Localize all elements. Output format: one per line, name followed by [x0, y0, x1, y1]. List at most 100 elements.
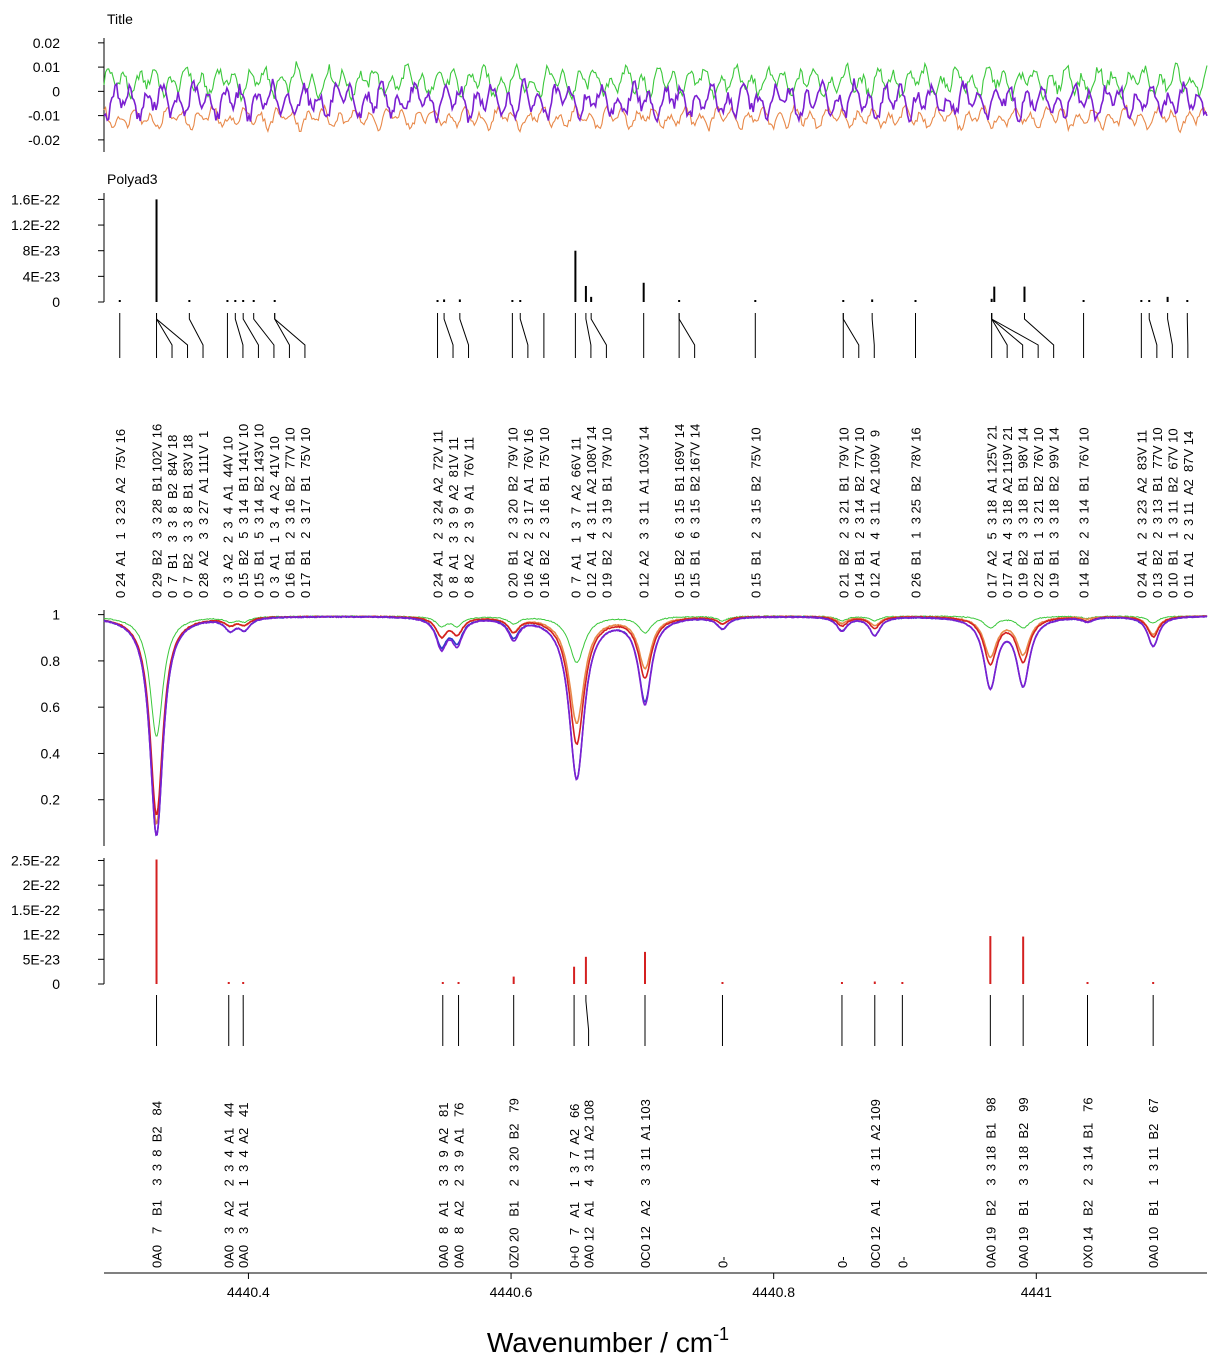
polyad3-assignment-label: 0 10 B1 1 3 11 B2 67V 10 — [1165, 428, 1180, 598]
polyad3-assignment-label: 0 20 B1 2 3 20 B2 79V 10 — [505, 427, 520, 598]
assignments-assignment-label: 0A0 19 B2 3 3 18 B1 98 — [983, 1097, 998, 1268]
assignment-stick-panel: 2.5E-22 2E-22 1.5E-22 1E-22 5E-23 0 — [11, 852, 1155, 992]
x-axis-title: Wavenumber / cm-1 — [487, 1324, 729, 1358]
x-tick-label: 4440.8 — [752, 1284, 795, 1300]
polyad3-assignment-label: 0 19 B2 2 3 19 B1 79V 10 — [599, 427, 614, 598]
residuals-y-tick-label: -0.01 — [28, 108, 60, 124]
polyad3-assignment-labels: 0 24 A1 1 3 23 A2 75V 16 0 29 B2 3 3 28 B… — [113, 313, 1196, 598]
polyad3-connector — [253, 313, 275, 358]
assignments-y-tick-label: 2E-22 — [23, 877, 61, 893]
assignments-connector — [585, 995, 590, 1046]
assignments-assignment-label: 0- — [715, 1256, 730, 1268]
polyad3-connector — [156, 313, 189, 358]
assignments-assignment-label: 0A0 8 A1 3 3 9 A2 81 — [436, 1102, 451, 1268]
polyad3-connector — [156, 313, 173, 358]
polyad3-y-tick-label: 1.6E-22 — [11, 191, 60, 207]
polyad3-connector — [1186, 313, 1189, 358]
spectrum-y-tick-label: 0.4 — [41, 745, 61, 761]
polyad3-connector — [991, 313, 1039, 358]
residual-series-green — [103, 61, 1208, 103]
assignments-assignment-label: 0A0 8 A2 2 3 9 A1 76 — [452, 1102, 467, 1268]
polyad3-connector — [1167, 313, 1173, 358]
polyad3-y-tick-label: 1.2E-22 — [11, 217, 60, 233]
assignments-assignment-label: 0Z0 20 B1 2 3 20 B2 79 — [507, 1098, 522, 1268]
polyad3-assignment-label: 0 19 B1 3 3 18 B2 99V 14 — [1047, 427, 1062, 598]
assignments-assignment-label: 0+0 7 A1 1 3 7 A2 66 — [567, 1104, 582, 1268]
polyad3-assignment-label: 0 14 B1 2 3 14 B2 77V 10 — [852, 427, 867, 598]
spectrum-y-tick-label: 0.8 — [41, 653, 61, 669]
polyad3-connector — [274, 313, 290, 358]
assignments-assignment-label: 0C0 12 A2 3 3 11 A1 103 — [638, 1099, 653, 1268]
polyad3-assignment-label: 0 7 B2 3 3 8 B1 83V 18 — [181, 435, 196, 598]
polyad3-y-tick-label: 0 — [52, 294, 60, 310]
polyad3-connector — [459, 313, 470, 358]
polyad3-assignment-label: 0 15 B2 5 3 14 B1 141V 10 — [236, 424, 251, 598]
x-axis-title-text: Wavenumber / cm — [487, 1327, 713, 1358]
assignments-assignment-label: 0A0 3 A1 1 3 4 A2 41 — [236, 1102, 251, 1268]
polyad3-assignment-label: 0 12 A1 4 3 11 A2 108V 14 — [584, 426, 599, 598]
polyad3-panel-title: Polyad3 — [107, 171, 158, 187]
assignments-y-tick-label: 0 — [52, 976, 60, 992]
polyad3-assignment-label: 0 7 B1 3 3 8 B2 84V 18 — [165, 435, 180, 598]
residuals-y-tick-label: -0.02 — [28, 132, 60, 148]
polyad3-connector — [234, 313, 244, 358]
assignments-y-tick-label: 5E-23 — [23, 951, 61, 967]
polyad3-connector — [585, 313, 592, 358]
polyad3-connector — [678, 313, 696, 358]
residuals-y-tick-label: 0.01 — [33, 59, 60, 75]
polyad3-assignment-label: 0 17 A2 5 3 18 A1 125V 21 — [985, 425, 1000, 598]
polyad3-assignment-label: 0 15 B1 5 3 14 B2 143V 10 — [251, 424, 266, 598]
polyad3-assignment-label: 0 12 A1 4 3 11 A2 109V 9 — [867, 430, 882, 598]
residuals-y-tick-label: 0.02 — [33, 35, 60, 51]
polyad3-assignment-label: 0 26 B1 1 3 25 B2 78V 16 — [908, 427, 923, 598]
polyad3-connector — [188, 313, 204, 358]
x-tick-label: 4440.6 — [490, 1284, 533, 1300]
polyad3-connector — [871, 313, 875, 358]
x-tick-label: 4441 — [1021, 1284, 1052, 1300]
assignments-y-tick-label: 1.5E-22 — [11, 902, 60, 918]
polyad3-assignment-label: 0 14 B2 2 3 14 B1 76V 10 — [1077, 427, 1092, 598]
spectrum-series-green — [103, 615, 1208, 737]
polyad3-assignment-label: 0 16 A2 2 3 17 A1 76V 16 — [521, 429, 536, 598]
polyad3-connector — [242, 313, 259, 358]
polyad3-assignment-label: 0 21 B2 2 3 21 B1 79V 10 — [836, 427, 851, 598]
polyad3-assignment-label: 0 12 A2 3 3 11 A1 103V 14 — [637, 426, 652, 598]
polyad3-connector — [274, 313, 306, 358]
polyad3-assignment-label: 0 16 B2 2 3 16 B1 75V 10 — [537, 427, 552, 598]
polyad3-assignment-label: 0 24 A1 1 3 23 A2 75V 16 — [113, 429, 128, 598]
assignments-assignment-label: 0C0 12 A1 4 3 11 A2 109 — [868, 1099, 883, 1268]
residual-series-purple — [103, 77, 1208, 124]
assignments-assignment-label: 0- — [895, 1256, 910, 1268]
polyad3-assignment-label: 0 13 B2 2 3 13 B1 77V 10 — [1150, 427, 1165, 598]
spectrum-y-tick-label: 0.2 — [41, 792, 61, 808]
polyad3-assignment-label: 0 7 A1 1 3 7 A2 66V 11 — [568, 437, 583, 598]
polyad3-assignment-label: 0 24 A1 2 3 24 A2 72V 11 — [431, 430, 446, 598]
residual-series-orange — [103, 103, 1208, 134]
polyad3-assignment-label: 0 17 B1 2 3 17 B1 75V 10 — [298, 427, 313, 598]
assignments-assignment-label: 0A0 12 A1 4 3 11 A2 108 — [582, 1100, 597, 1268]
assignments-y-tick-label: 1E-22 — [23, 927, 61, 943]
x-axis: 4440.4 4440.6 4440.8 4441 — [104, 1272, 1207, 1300]
polyad3-assignment-label: 0 28 A2 3 3 27 A1 111V 1 — [196, 431, 211, 598]
polyad3-assignment-label: 0 22 B1 1 3 21 B2 76V 10 — [1031, 427, 1046, 598]
assignments-assignment-label: 0- — [835, 1256, 850, 1268]
polyad3-assignment-label: 0 3 A1 1 3 4 A2 41V 10 — [267, 436, 282, 598]
x-tick-label: 4440.4 — [227, 1284, 270, 1300]
assignments-assignment-label: 0A0 7 B1 3 3 8 B2 84 — [150, 1101, 165, 1268]
residuals-panel-title: Title — [107, 11, 133, 27]
polyad3-connector — [1023, 313, 1055, 358]
polyad3-y-tick-label: 4E-23 — [23, 268, 61, 284]
residuals-panel: 0.02 0.01 0 -0.01 -0.02 — [28, 35, 1208, 152]
polyad3-assignment-label: 0 11 A1 2 3 11 A2 87V 14 — [1181, 431, 1196, 598]
polyad3-assignment-label: 0 16 B1 2 3 16 B2 77V 10 — [282, 427, 297, 598]
polyad3-assignment-label: 0 29 B2 3 3 28 B1 102V 16 — [150, 424, 165, 598]
polyad3-panel: 1.6E-22 1.2E-22 8E-23 4E-23 0 — [11, 191, 1189, 310]
polyad3-assignment-label: 0 24 A1 2 3 23 A2 83V 11 — [1134, 430, 1149, 598]
residuals-y-tick-label: 0 — [52, 83, 60, 99]
assignments-assignment-label: 0A0 19 B1 3 3 18 B2 99 — [1016, 1097, 1031, 1268]
polyad3-assignment-label: 0 15 B1 2 3 15 B2 75V 10 — [748, 427, 763, 598]
assignments-assignment-label: 0X0 14 B2 2 3 14 B1 76 — [1081, 1097, 1096, 1268]
polyad3-connector — [443, 313, 454, 358]
polyad3-assignment-label: 0 8 A2 2 3 9 A1 76V 11 — [462, 437, 477, 598]
